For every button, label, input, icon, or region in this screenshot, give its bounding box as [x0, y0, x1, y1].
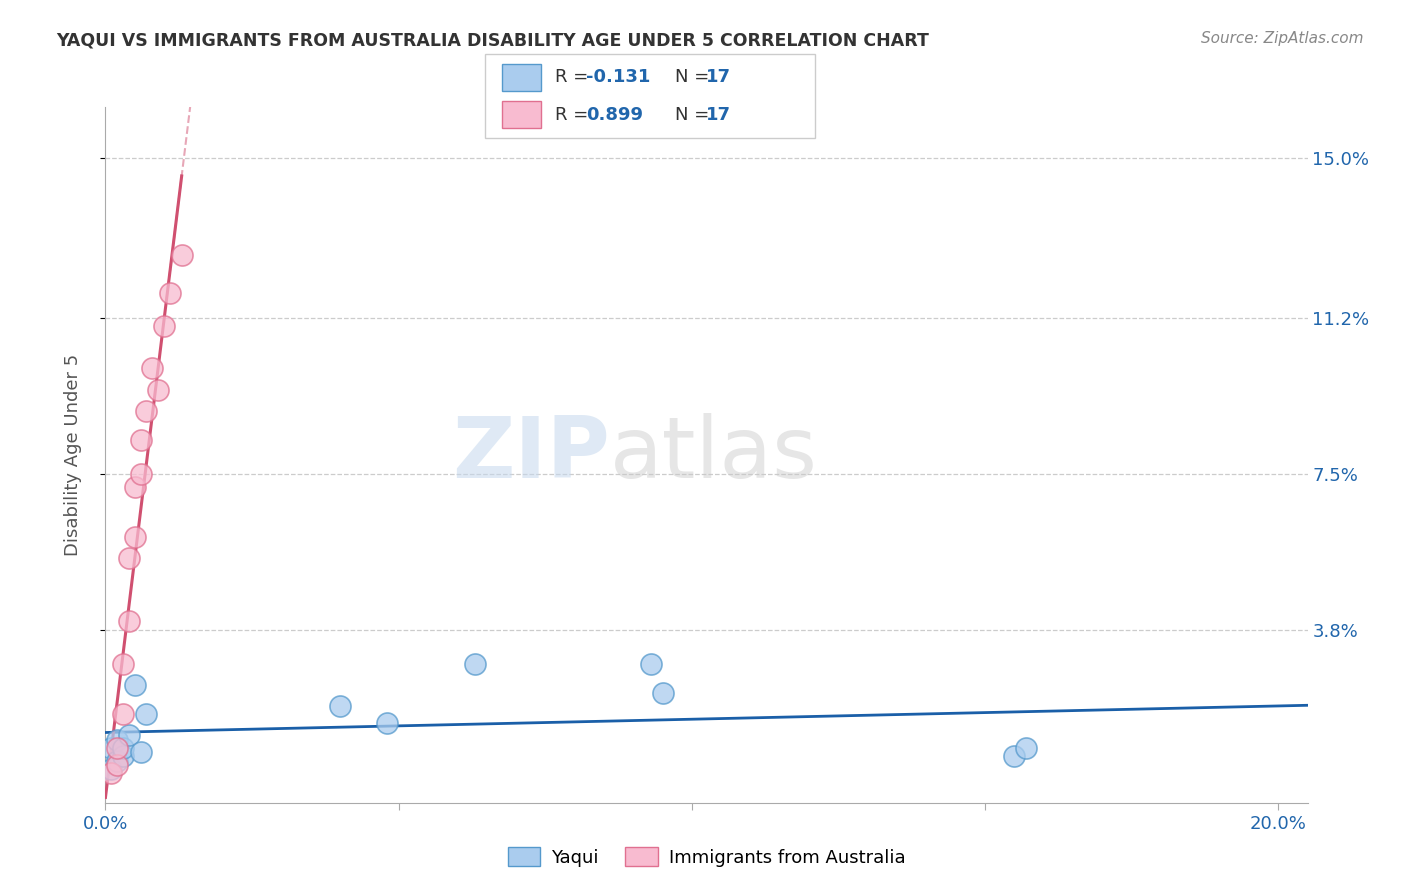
Text: N =: N =	[675, 105, 714, 123]
Point	[129, 467, 152, 481]
Text: 0.899: 0.899	[586, 105, 644, 123]
Point	[1002, 749, 1025, 764]
Text: Source: ZipAtlas.com: Source: ZipAtlas.com	[1201, 31, 1364, 46]
Point	[100, 762, 122, 776]
Text: N =: N =	[675, 69, 714, 87]
Point	[105, 732, 128, 747]
Point	[135, 707, 157, 722]
Point	[118, 615, 141, 629]
Text: 17: 17	[706, 105, 731, 123]
Point	[651, 686, 673, 700]
Point	[112, 749, 135, 764]
Point	[1015, 741, 1038, 756]
Point	[148, 383, 170, 397]
Point	[129, 433, 152, 447]
Legend: Yaqui, Immigrants from Australia: Yaqui, Immigrants from Australia	[501, 840, 912, 874]
Point	[124, 479, 146, 493]
Point	[329, 698, 352, 713]
Point	[124, 530, 146, 544]
Point	[141, 361, 163, 376]
Point	[118, 551, 141, 566]
Text: 17: 17	[706, 69, 731, 87]
Point	[100, 766, 122, 780]
Point	[118, 728, 141, 742]
Point	[640, 657, 662, 671]
Text: R =: R =	[555, 69, 595, 87]
Text: ZIP: ZIP	[453, 413, 610, 497]
Point	[100, 741, 122, 756]
Point	[105, 741, 128, 756]
Point	[375, 715, 398, 730]
Point	[105, 754, 128, 768]
Point	[112, 657, 135, 671]
Point	[112, 741, 135, 756]
Y-axis label: Disability Age Under 5: Disability Age Under 5	[63, 354, 82, 556]
Point	[129, 745, 152, 759]
Point	[124, 678, 146, 692]
Text: -0.131: -0.131	[586, 69, 651, 87]
Text: R =: R =	[555, 105, 595, 123]
Point	[159, 285, 181, 300]
Point	[170, 247, 193, 261]
Point	[105, 757, 128, 772]
Point	[135, 403, 157, 417]
Point	[464, 657, 486, 671]
Text: atlas: atlas	[610, 413, 818, 497]
Point	[112, 707, 135, 722]
Point	[153, 319, 176, 334]
Text: YAQUI VS IMMIGRANTS FROM AUSTRALIA DISABILITY AGE UNDER 5 CORRELATION CHART: YAQUI VS IMMIGRANTS FROM AUSTRALIA DISAB…	[56, 31, 929, 49]
